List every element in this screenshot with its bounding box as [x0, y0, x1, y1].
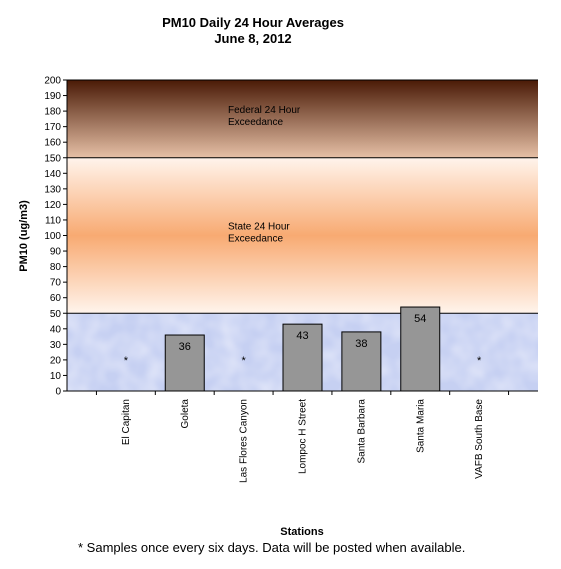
data-label-5: 38	[355, 338, 367, 350]
federal-exceedance-zone	[67, 80, 538, 158]
data-label-3: *	[241, 355, 246, 367]
footnote: * Samples once every six days. Data will…	[78, 540, 466, 555]
federal-zone-label-line-2: Exceedance	[228, 117, 283, 128]
y-tick-label-100: 100	[44, 231, 61, 242]
bar-labels: * 36 * 43 38 54 *	[124, 313, 482, 367]
x-tick-label-5: Santa Barbara	[356, 399, 367, 464]
y-tick-label-110: 110	[45, 215, 61, 226]
bars	[164, 306, 441, 392]
y-tick-label-50: 50	[50, 309, 62, 320]
y-tick-label-160: 160	[44, 138, 61, 149]
x-tick-label-2: Goleta	[180, 399, 191, 429]
y-tick-label-40: 40	[50, 324, 62, 335]
y-tick-label-180: 180	[44, 107, 61, 118]
y-axis-label: PM10 (ug/m3)	[18, 200, 30, 272]
chart-subtitle: June 8, 2012	[214, 31, 291, 46]
data-label-1: *	[124, 355, 129, 367]
state-exceedance-zone	[67, 157, 538, 314]
state-zone-label-line-2: Exceedance	[228, 234, 283, 245]
y-tick-label-20: 20	[50, 355, 62, 366]
x-tick-label-4: Lompoc H Street	[298, 399, 309, 474]
y-axis-ticks: 0 10 20 30 40 50 60 70 80 90 100 110 120 130 140 150 160…	[44, 76, 67, 398]
data-label-4: 43	[296, 330, 308, 342]
y-tick-label-190: 190	[44, 91, 61, 102]
bar-6	[400, 306, 441, 392]
data-label-2: 36	[179, 341, 191, 353]
y-tick-label-150: 150	[44, 153, 61, 164]
y-tick-label-90: 90	[50, 247, 62, 258]
x-tick-label-7: VAFB South Base	[474, 399, 485, 479]
y-tick-label-140: 140	[44, 169, 61, 180]
x-axis-label: Stations	[280, 526, 323, 538]
y-tick-label-0: 0	[55, 387, 61, 398]
chart-title: PM10 Daily 24 Hour Averages	[162, 15, 344, 30]
x-tick-label-1: El Capitan	[121, 399, 132, 445]
data-label-7: *	[477, 355, 482, 367]
y-tick-label-70: 70	[50, 278, 62, 289]
data-label-6: 54	[414, 313, 426, 325]
y-tick-label-170: 170	[44, 122, 61, 133]
y-tick-label-200: 200	[44, 76, 61, 87]
y-tick-label-30: 30	[50, 340, 62, 351]
bar-5	[341, 331, 382, 392]
x-axis-ticks: El Capitan Goleta Las Flores Canyon Lompoc …	[95, 391, 510, 483]
y-tick-label-10: 10	[50, 371, 62, 382]
y-tick-label-120: 120	[44, 200, 61, 211]
y-tick-label-60: 60	[50, 293, 62, 304]
bar-2	[164, 334, 205, 392]
bar-4	[282, 323, 323, 392]
x-tick-label-6: Santa Maria	[415, 399, 426, 453]
y-tick-label-130: 130	[44, 184, 61, 195]
x-tick-label-3: Las Flores Canyon	[239, 399, 250, 483]
federal-zone-label-line-1: Federal 24 Hour	[228, 105, 301, 116]
state-zone-label-line-1: State 24 Hour	[228, 222, 290, 233]
y-tick-label-80: 80	[50, 262, 62, 273]
